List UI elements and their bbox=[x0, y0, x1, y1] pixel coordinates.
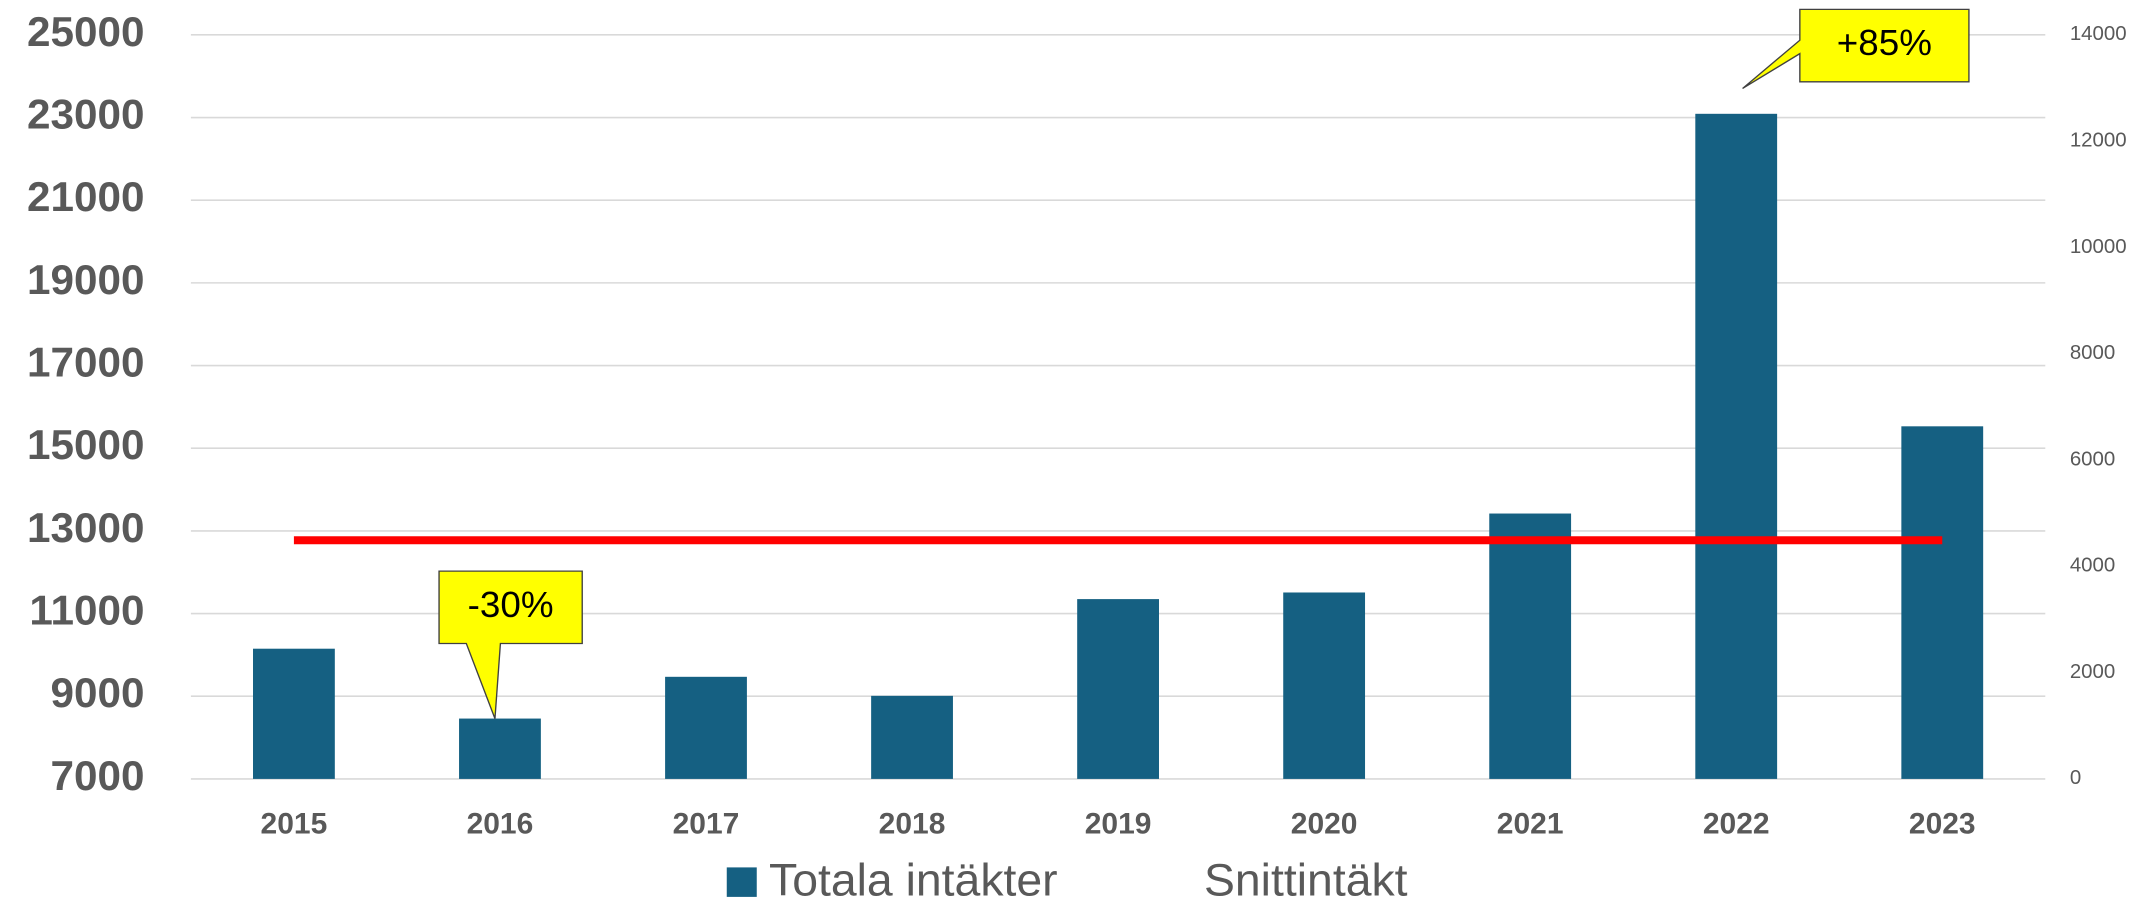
bar bbox=[1695, 113, 1778, 779]
y2-tick-label: 6000 bbox=[2070, 448, 2115, 470]
y-tick-label: 7000 bbox=[51, 752, 145, 799]
bar bbox=[871, 695, 953, 779]
y-tick-label: 9000 bbox=[51, 670, 145, 717]
legend-swatch bbox=[726, 867, 757, 897]
legend-label: Totala intäkter bbox=[769, 854, 1058, 906]
y2-tick-label: 14000 bbox=[2070, 23, 2127, 45]
legend-label: Snittintäkt bbox=[1204, 854, 1408, 906]
bar bbox=[665, 676, 747, 779]
y-tick-label: 25000 bbox=[27, 8, 145, 55]
y2-tick-label: 0 bbox=[2070, 767, 2081, 789]
x-tick-label: 2021 bbox=[1497, 808, 1564, 841]
x-tick-label: 2017 bbox=[673, 808, 740, 841]
x-tick-label: 2016 bbox=[467, 808, 534, 841]
callout-box bbox=[438, 570, 583, 719]
bar bbox=[253, 648, 335, 779]
y-tick-label: 19000 bbox=[27, 256, 145, 303]
callout-label: -30% bbox=[468, 584, 554, 625]
x-tick-label: 2019 bbox=[1085, 808, 1152, 841]
x-tick-label: 2018 bbox=[879, 808, 946, 841]
y-tick-label: 23000 bbox=[27, 91, 145, 138]
bar bbox=[459, 718, 541, 779]
y-tick-label: 21000 bbox=[27, 174, 145, 221]
y-tick-label: 17000 bbox=[27, 339, 145, 386]
callout-label: +85% bbox=[1837, 22, 1932, 63]
y-tick-label: 11000 bbox=[29, 587, 144, 634]
y2-tick-label: 4000 bbox=[2070, 555, 2115, 577]
bar bbox=[1901, 426, 1984, 779]
x-tick-label: 2020 bbox=[1291, 808, 1358, 841]
bar bbox=[1489, 513, 1572, 779]
y-tick-label: 13000 bbox=[27, 504, 145, 551]
y2-tick-label: 12000 bbox=[2070, 130, 2127, 152]
y2-tick-label: 10000 bbox=[2070, 236, 2127, 258]
callout-box bbox=[1742, 8, 1970, 90]
y2-tick-label: 8000 bbox=[2070, 342, 2115, 364]
x-tick-label: 2022 bbox=[1703, 808, 1770, 841]
bar bbox=[1283, 592, 1366, 779]
y2-tick-label: 2000 bbox=[2070, 661, 2115, 683]
bar bbox=[1077, 599, 1159, 779]
x-tick-label: 2015 bbox=[261, 808, 328, 841]
x-tick-label: 2023 bbox=[1909, 808, 1976, 841]
y-tick-label: 15000 bbox=[27, 422, 145, 469]
